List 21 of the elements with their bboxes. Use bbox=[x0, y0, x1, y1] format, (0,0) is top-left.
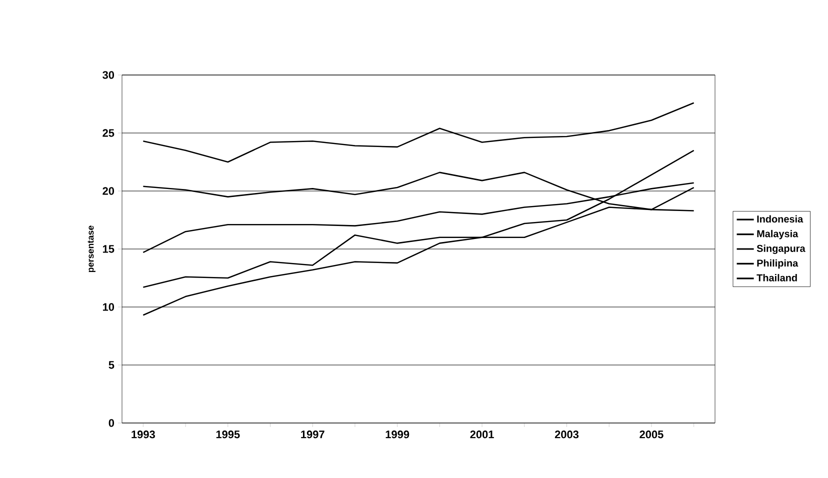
x-tick-label: 1995 bbox=[216, 430, 240, 438]
x-tick-label: 2003 bbox=[554, 430, 579, 438]
y-tick-label: 5 bbox=[108, 361, 114, 369]
y-axis-title: persentase bbox=[88, 226, 96, 272]
legend-label: Singapura bbox=[756, 244, 806, 254]
y-tick-label: 10 bbox=[102, 303, 114, 311]
legend-label: Indonesia bbox=[757, 215, 804, 223]
legend-label: Malaysia bbox=[757, 230, 798, 240]
legend-label: Philipina bbox=[757, 259, 798, 269]
x-tick-label: 2001 bbox=[470, 430, 494, 438]
y-tick-label: 0 bbox=[108, 419, 114, 427]
x-tick-label: 1993 bbox=[132, 430, 155, 438]
y-tick-label: 20 bbox=[102, 187, 114, 195]
legend-label: Thailand bbox=[756, 274, 797, 282]
line-series bbox=[142, 102, 694, 163]
y-tick-label: 30 bbox=[102, 71, 114, 79]
y-tick-label: 25 bbox=[102, 129, 114, 137]
x-tick-label: 1997 bbox=[301, 430, 324, 438]
y-tick-label: 15 bbox=[102, 245, 114, 253]
x-tick-label: 2005 bbox=[640, 430, 664, 438]
x-tick-label: 1999 bbox=[386, 430, 410, 438]
